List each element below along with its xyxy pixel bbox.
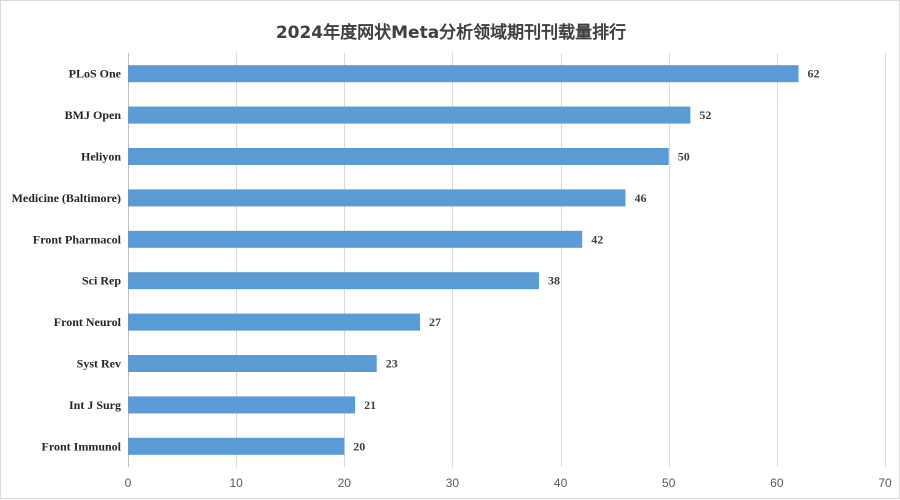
- bar: [128, 230, 583, 248]
- category-labels: PLoS One BMJ Open Heliyon Medicine (Baltimo…: [12, 67, 122, 454]
- data-label: 50: [678, 150, 690, 164]
- category-label: Medicine (Baltimore): [12, 191, 121, 205]
- data-label: 20: [353, 439, 365, 453]
- chart-title: 2024年度网状Meta分析领域期刊刊载量排行: [276, 22, 626, 43]
- x-tick-label: 60: [770, 476, 784, 490]
- category-label: Int J Surg: [69, 398, 121, 412]
- category-label: Syst Rev: [77, 357, 121, 371]
- category-label: Front Immunol: [42, 439, 122, 453]
- data-label: 38: [548, 274, 560, 288]
- data-label: 46: [634, 191, 646, 205]
- x-tick-label: 40: [554, 476, 568, 490]
- category-label: Front Neurol: [54, 315, 122, 329]
- x-tick-label: 0: [125, 476, 132, 490]
- category-label: PLoS One: [69, 67, 122, 81]
- category-label: Front Pharmacol: [33, 232, 122, 246]
- x-tick-label: 50: [662, 476, 676, 490]
- data-label: 52: [699, 108, 711, 122]
- data-labels: 62 52 50 46 42 38 27 23 21 20: [353, 67, 819, 454]
- bar: [128, 272, 539, 290]
- bar: [128, 437, 345, 455]
- data-label: 62: [807, 67, 819, 81]
- category-label: Sci Rep: [82, 274, 121, 288]
- bar: [128, 396, 356, 414]
- data-label: 27: [429, 315, 441, 329]
- x-tick-label: 10: [229, 476, 243, 490]
- bar: [128, 189, 626, 207]
- bars: [128, 65, 799, 455]
- bar: [128, 106, 691, 124]
- x-axis-ticks: 0 10 20 30 40 50 60 70: [125, 476, 892, 490]
- x-tick-label: 20: [338, 476, 352, 490]
- bar: [128, 65, 799, 83]
- bar: [128, 313, 420, 331]
- bar: [128, 148, 669, 165]
- data-label: 42: [591, 232, 603, 246]
- x-tick-label: 30: [446, 476, 460, 490]
- category-label: Heliyon: [81, 150, 121, 164]
- bar: [128, 355, 377, 372]
- data-label: 23: [386, 357, 398, 371]
- data-label: 21: [364, 398, 376, 412]
- category-label: BMJ Open: [65, 108, 122, 122]
- x-tick-label: 70: [878, 476, 892, 490]
